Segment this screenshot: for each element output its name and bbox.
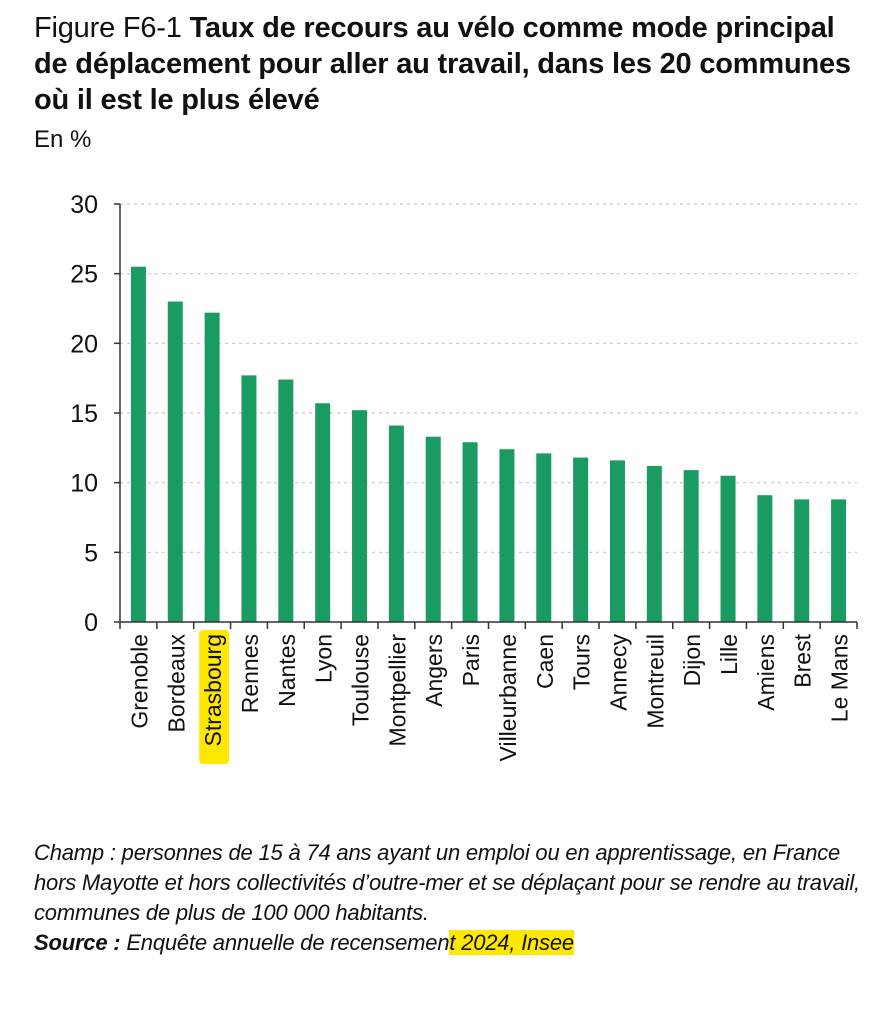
bar-rennes: [241, 375, 257, 622]
y-tick-label: 20: [70, 330, 98, 358]
x-tick-label: Caen: [532, 634, 558, 689]
x-label-group: Amiens: [753, 634, 779, 711]
bar-villeurbanne: [499, 449, 515, 622]
gridlines: [120, 203, 857, 553]
x-tick-label: Bordeaux: [163, 634, 189, 733]
x-tick-label: Nantes: [274, 634, 300, 707]
x-label-group: Montreuil: [642, 634, 668, 729]
x-tick-label: Brest: [790, 633, 816, 687]
bar-paris: [462, 442, 478, 622]
bar-montpellier: [388, 425, 404, 622]
x-tick-label: Strasbourg: [200, 634, 226, 747]
x-label-group: Villeurbanne: [495, 634, 521, 761]
x-tick-label: Amiens: [753, 634, 779, 711]
x-label-group: Brest: [790, 633, 816, 687]
x-label-group: Annecy: [605, 634, 631, 711]
y-tick-label: 5: [84, 539, 98, 567]
x-label-group: Strasbourg: [199, 630, 230, 764]
bar-bordeaux: [167, 301, 183, 622]
bars: [130, 266, 847, 622]
champ-note: Champ : personnes de 15 à 74 ans ayant u…: [34, 840, 860, 925]
label-highlight: [199, 630, 230, 764]
x-tick-label: Montpellier: [384, 634, 410, 747]
bar-caen: [536, 453, 552, 622]
source-text: Enquête annuelle de recensemen: [120, 930, 450, 955]
y-tick-labels: 0 5 10 15 20 25 30: [70, 191, 98, 637]
bar-annecy: [609, 460, 625, 622]
x-tick-label: Dijon: [679, 634, 705, 686]
source-highlight: t 2024, Insee: [449, 930, 574, 955]
x-label-group: Le Mans: [827, 634, 853, 722]
x-tick-label: Toulouse: [348, 634, 374, 726]
x-label-group: Lyon: [311, 634, 337, 683]
x-tick-label: Rennes: [237, 634, 263, 713]
y-tick-label: 30: [70, 191, 98, 219]
x-tick-label: Tours: [569, 634, 595, 690]
bar-chart: 0 5 10 15 20 25 30 Grenoble Bordeaux Strasbourg R…: [70, 191, 858, 764]
x-tick-label: Annecy: [605, 634, 631, 711]
figure-title: Taux de recours au vélo comme mode princ…: [34, 12, 851, 116]
x-label-group: Lille: [716, 634, 742, 675]
bar-nantes: [278, 379, 294, 622]
x-label-group: Bordeaux: [163, 634, 189, 733]
x-tick-label: Montreuil: [642, 634, 668, 729]
x-tick-label: Le Mans: [827, 634, 853, 722]
x-tick-label: Lyon: [311, 634, 337, 683]
bar-le-mans: [831, 499, 847, 622]
x-tick-label: Lille: [716, 634, 742, 675]
bar-amiens: [757, 495, 773, 622]
x-label-group: Angers: [421, 634, 447, 707]
bar-lyon: [315, 403, 331, 622]
chart-title: Figure F6-1 Taux de recours au vélo comm…: [34, 10, 864, 118]
bar-montreuil: [646, 465, 662, 622]
x-label-group: Paris: [458, 634, 484, 686]
unit-label: En %: [34, 126, 92, 153]
bar-dijon: [683, 470, 699, 622]
x-label-group: Nantes: [274, 634, 300, 707]
bar-toulouse: [352, 410, 368, 622]
bar-tours: [573, 457, 589, 622]
x-label-group: Dijon: [679, 634, 705, 686]
x-tick-labels: Grenoble Bordeaux Strasbourg Rennes Nantes Ly…: [126, 630, 853, 764]
axes: [114, 203, 858, 629]
bar-angers: [425, 436, 441, 622]
source-note: Source : Enquête annuelle de recensement…: [34, 928, 864, 958]
bar-brest: [794, 499, 810, 622]
y-tick-label: 25: [70, 261, 98, 289]
bar-grenoble: [130, 266, 146, 622]
figure-number: Figure F6-1: [34, 12, 190, 44]
x-label-group: Tours: [569, 634, 595, 690]
x-tick-label: Grenoble: [126, 634, 152, 729]
y-tick-label: 15: [70, 400, 98, 428]
source-label: Source :: [34, 930, 121, 955]
y-tick-label: 0: [84, 609, 98, 637]
x-tick-label: Angers: [421, 634, 447, 707]
footnote: Champ : personnes de 15 à 74 ans ayant u…: [34, 838, 864, 958]
x-tick-label: Villeurbanne: [495, 634, 521, 761]
y-tick-label: 10: [70, 470, 98, 498]
x-label-group: Montpellier: [384, 634, 410, 747]
x-tick-label: Paris: [458, 634, 484, 686]
x-label-group: Caen: [532, 634, 558, 689]
x-label-group: Toulouse: [348, 634, 374, 726]
x-label-group: Rennes: [237, 634, 263, 713]
x-label-group: Grenoble: [126, 634, 152, 729]
bar-strasbourg: [204, 312, 220, 622]
bar-lille: [720, 475, 736, 622]
